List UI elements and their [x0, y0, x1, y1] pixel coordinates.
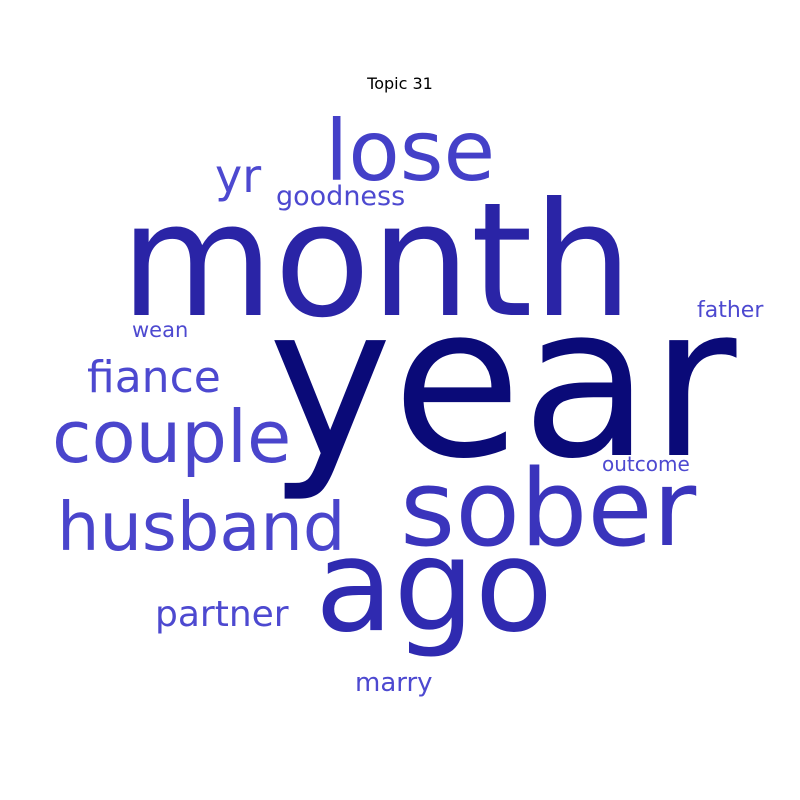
chart-title: Topic 31 — [367, 74, 433, 93]
word-goodness: goodness — [276, 181, 405, 212]
word-sober: sober — [400, 447, 697, 570]
word-lose: lose — [325, 102, 495, 200]
word-marry: marry — [355, 668, 433, 698]
word-fiance: fiance — [87, 352, 221, 403]
word-couple: couple — [52, 395, 291, 479]
word-year: year — [268, 260, 737, 505]
word-wean: wean — [132, 318, 188, 342]
word-father: father — [697, 298, 764, 323]
word-month: month — [120, 169, 633, 353]
word-yr: yr — [215, 149, 261, 203]
word-partner: partner — [155, 594, 289, 635]
word-ago: ago — [315, 512, 553, 661]
word-outcome: outcome — [602, 452, 690, 476]
word-husband: husband — [57, 488, 345, 566]
